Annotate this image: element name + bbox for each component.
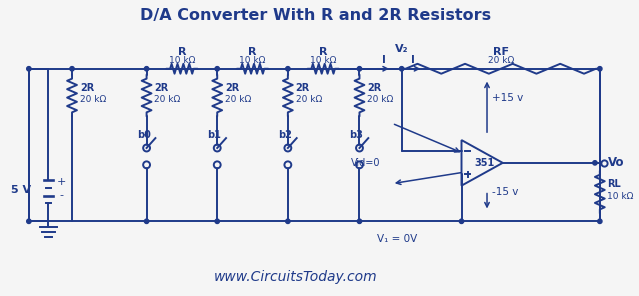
Text: Vo: Vo bbox=[608, 156, 624, 169]
Circle shape bbox=[70, 67, 74, 71]
Circle shape bbox=[27, 219, 31, 223]
Text: 10 kΩ: 10 kΩ bbox=[606, 192, 633, 201]
Text: R: R bbox=[178, 47, 186, 57]
Text: 20 kΩ: 20 kΩ bbox=[488, 56, 514, 65]
Text: I: I bbox=[412, 55, 415, 65]
Text: RL: RL bbox=[606, 179, 620, 189]
Text: 20 kΩ: 20 kΩ bbox=[225, 95, 251, 104]
Text: RF: RF bbox=[493, 47, 509, 57]
Text: 20 kΩ: 20 kΩ bbox=[80, 95, 106, 104]
Text: R: R bbox=[249, 47, 257, 57]
Circle shape bbox=[459, 219, 464, 223]
Text: 20 kΩ: 20 kΩ bbox=[367, 95, 394, 104]
Text: b0: b0 bbox=[137, 130, 151, 140]
Text: b3: b3 bbox=[350, 130, 364, 140]
Text: b1: b1 bbox=[207, 130, 221, 140]
Text: 5 V: 5 V bbox=[11, 185, 31, 194]
Circle shape bbox=[597, 67, 602, 71]
Text: R: R bbox=[319, 47, 327, 57]
Circle shape bbox=[144, 67, 149, 71]
Text: 20 kΩ: 20 kΩ bbox=[155, 95, 181, 104]
Text: D/A Converter With R and 2R Resistors: D/A Converter With R and 2R Resistors bbox=[140, 8, 491, 23]
Text: 10 kΩ: 10 kΩ bbox=[310, 56, 336, 65]
Text: -15 v: -15 v bbox=[492, 186, 518, 197]
Text: 2R: 2R bbox=[296, 83, 310, 93]
Text: V₂: V₂ bbox=[395, 44, 408, 54]
Circle shape bbox=[215, 67, 219, 71]
Text: 10 kΩ: 10 kΩ bbox=[169, 56, 195, 65]
Text: -: - bbox=[59, 191, 63, 201]
Text: 2R: 2R bbox=[367, 83, 381, 93]
Circle shape bbox=[593, 161, 597, 165]
Text: 10 kΩ: 10 kΩ bbox=[240, 56, 266, 65]
Text: +: + bbox=[56, 177, 66, 187]
Text: Vid=0: Vid=0 bbox=[351, 158, 380, 168]
Text: 2R: 2R bbox=[80, 83, 94, 93]
Text: 351: 351 bbox=[474, 158, 494, 168]
Text: +15 v: +15 v bbox=[492, 94, 523, 104]
Text: www.CircuitsToday.com: www.CircuitsToday.com bbox=[214, 270, 378, 284]
Text: I: I bbox=[382, 55, 386, 65]
Circle shape bbox=[399, 67, 404, 71]
Text: b2: b2 bbox=[278, 130, 292, 140]
Circle shape bbox=[597, 219, 602, 223]
Circle shape bbox=[286, 67, 290, 71]
Circle shape bbox=[144, 219, 149, 223]
Circle shape bbox=[357, 67, 362, 71]
Circle shape bbox=[357, 219, 362, 223]
Text: 20 kΩ: 20 kΩ bbox=[296, 95, 322, 104]
Text: V₁ = 0V: V₁ = 0V bbox=[376, 234, 417, 244]
Circle shape bbox=[27, 67, 31, 71]
Text: 2R: 2R bbox=[225, 83, 240, 93]
Text: 2R: 2R bbox=[155, 83, 169, 93]
Circle shape bbox=[286, 219, 290, 223]
Circle shape bbox=[215, 219, 219, 223]
